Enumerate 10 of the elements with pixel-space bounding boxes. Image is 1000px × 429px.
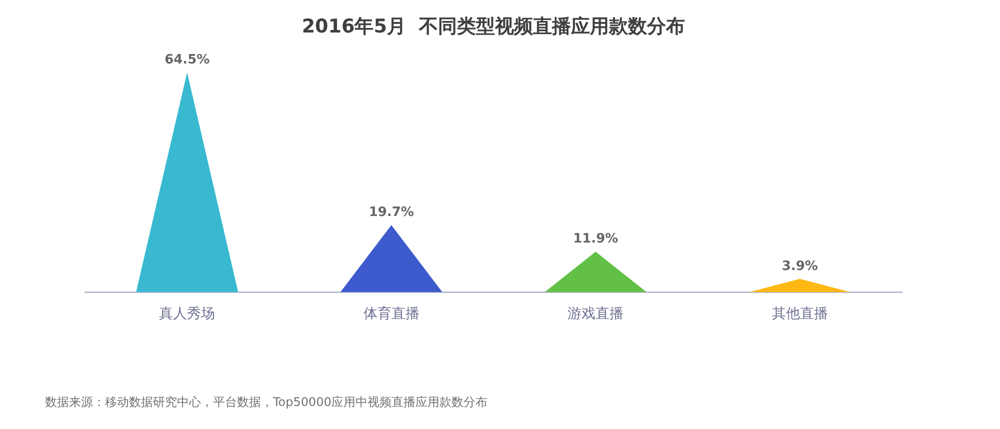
data-label: 11.9%	[573, 232, 618, 247]
x-tick-label: 其他直播	[772, 306, 828, 322]
x-tick-label: 游戏直播	[568, 306, 624, 322]
x-tick-label: 体育直播	[363, 305, 420, 322]
x-tick-label: 真人秀场	[159, 306, 216, 322]
data-label: 3.9%	[782, 258, 818, 274]
data-label: 64.5%	[164, 52, 210, 68]
source-note: 数据来源：移动数据研究中心，平台数据，Top50000应用中视频直播应用款数分布	[45, 394, 488, 411]
chart-title: 2016年5月 不同类型视频直播应用款数分布	[302, 15, 686, 38]
data-label: 19.7%	[368, 204, 414, 220]
